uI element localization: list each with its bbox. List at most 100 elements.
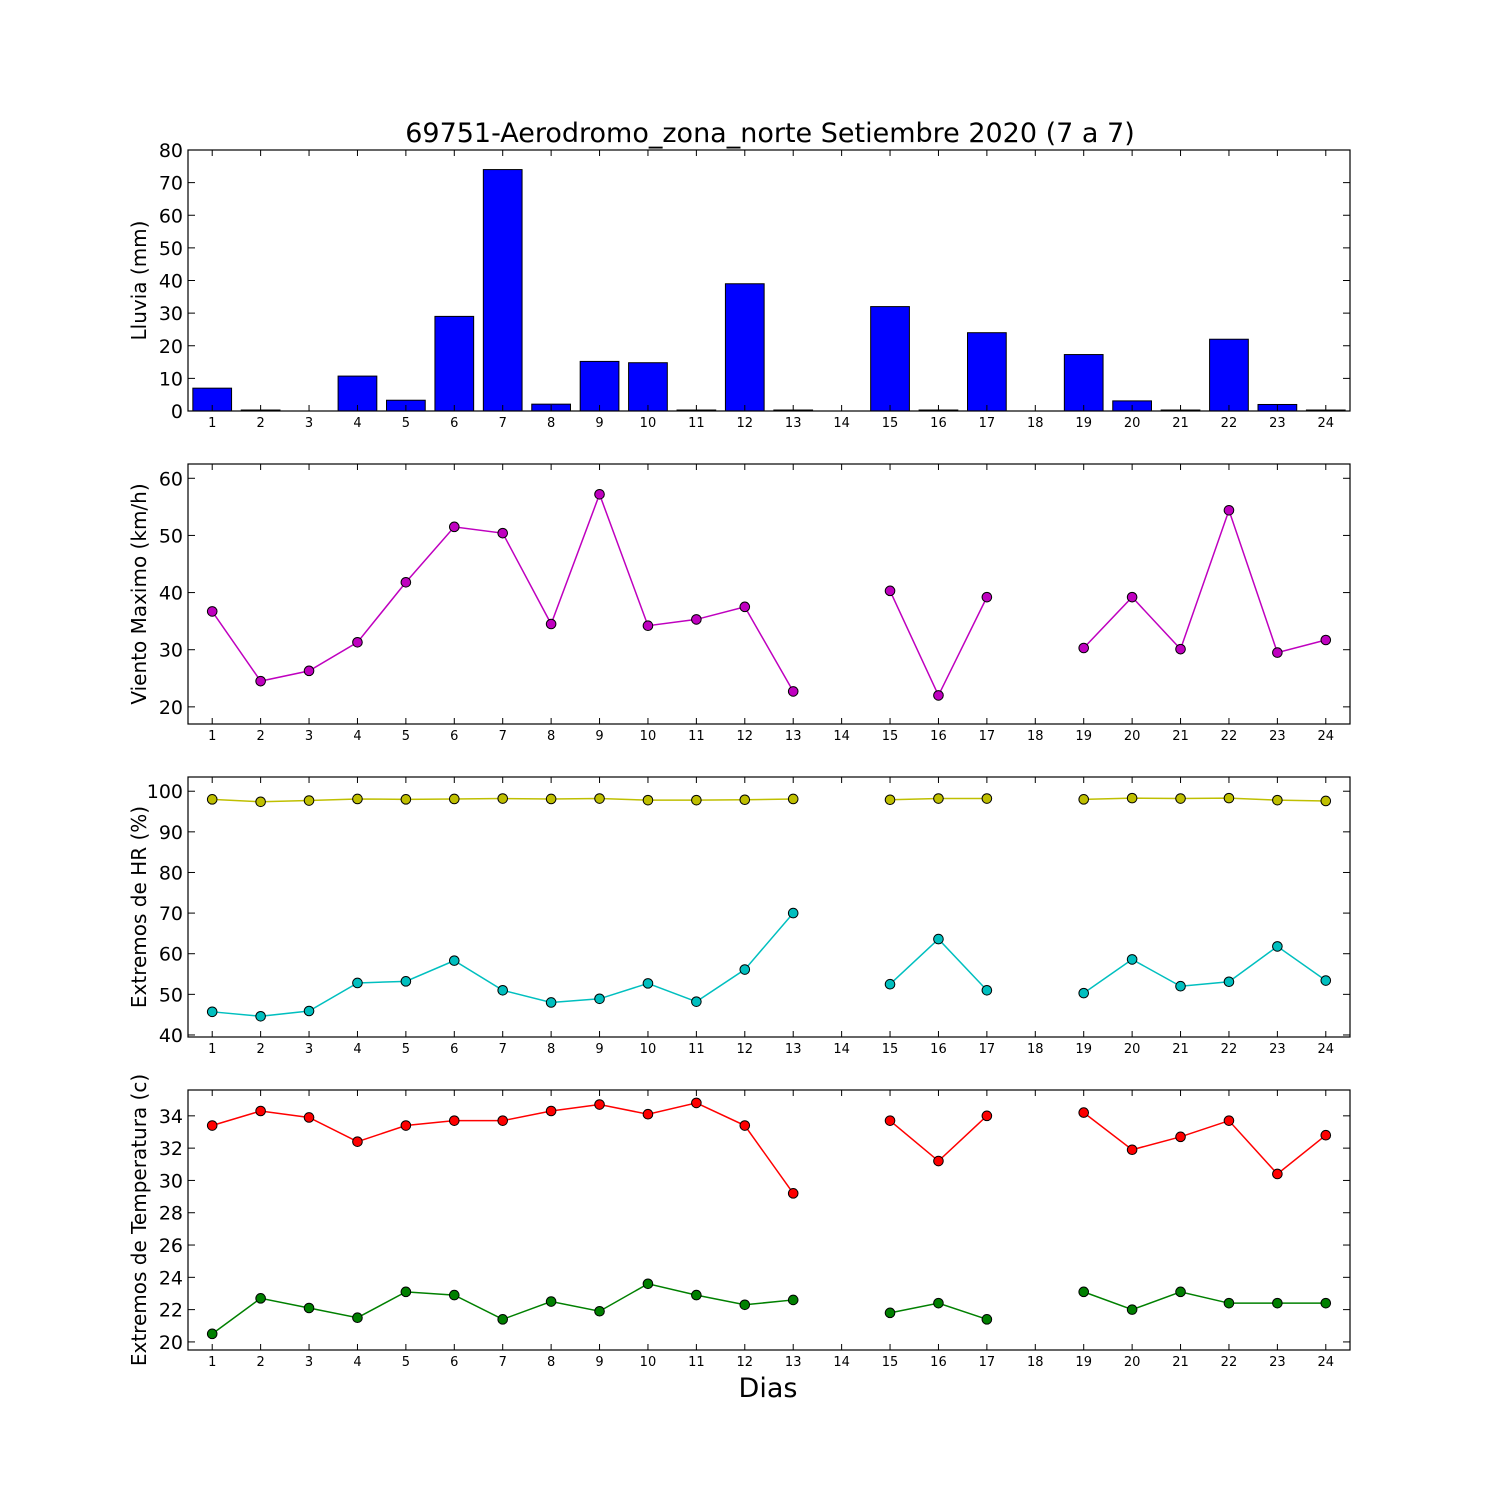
series-2-point-day-22 [1223,1297,1235,1309]
y-tick-label: 50 [159,238,183,260]
series-2-point-day-5 [400,976,412,987]
x-tick-label: 16 [930,1355,947,1370]
series-2-line-segment-3 [1083,1291,1326,1311]
y-tick-label: 40 [159,583,183,605]
series-1-point-day-24 [1320,795,1332,807]
x-tick-label: 1 [208,416,216,431]
y-tick-label: 30 [159,640,183,662]
x-tick-label: 20 [1124,1042,1141,1057]
x-tick-label: 7 [499,1042,507,1057]
y-tick-label: 60 [159,205,183,227]
x-tick-label: 15 [882,416,899,431]
y-tick-label: 30 [159,303,183,325]
x-tick-label: 7 [499,1355,507,1370]
series-2-point-day-6 [448,1289,460,1301]
bar-day-7 [482,169,523,412]
series-2-point-day-2 [255,1010,266,1022]
series-1-point-day-20 [1126,1144,1138,1156]
series-1-point-day-17 [981,1110,993,1122]
x-tick-label: 14 [833,416,850,431]
x-axis-label: Dias [739,1373,798,1404]
series-1-point-day-6 [448,793,460,805]
x-tick-label: 12 [737,1355,754,1370]
series-1-point-day-24 [1320,1129,1332,1141]
series-1-point-day-2 [255,796,266,808]
y-axis-label: Lluvia (mm) [127,221,151,341]
y-tick-label: 26 [159,1235,183,1257]
x-tick-label: 22 [1221,1042,1238,1057]
y-tick-label: 20 [159,336,183,358]
series-2-point-day-9 [594,1305,605,1317]
x-tick-label: 22 [1221,1355,1238,1370]
series-2-point-day-11 [691,1289,702,1301]
y-tick-label: 0 [171,401,183,423]
series-1-point-day-6 [448,1115,460,1126]
series-2-point-day-21 [1175,1286,1186,1298]
series-1-point-day-21 [1175,1131,1186,1143]
series-1-point-day-8 [545,1105,557,1117]
series-1-point-day-19 [1078,642,1090,654]
series-1-point-day-3 [303,1112,315,1123]
x-tick-label: 20 [1124,416,1141,431]
x-tick-label: 22 [1221,416,1238,431]
series-1-point-day-4 [352,793,363,805]
x-tick-label: 7 [499,416,507,431]
x-tick-label: 2 [256,729,264,744]
series-2-line-segment-3 [1083,945,1327,994]
series-2-point-day-11 [691,996,702,1007]
y-axis-label: Extremos de Temperatura (c) [127,1074,151,1366]
series-1-point-day-1 [206,606,218,617]
series-1-point-day-4 [352,636,363,648]
y-tick-label: 50 [159,984,183,1006]
series-2-point-day-23 [1272,1297,1283,1309]
series-2-point-day-3 [303,1302,315,1314]
series-1-point-day-8 [545,793,557,805]
x-tick-label: 6 [450,416,458,431]
series-2-point-day-3 [303,1005,315,1017]
series-1-point-day-20 [1126,591,1138,603]
x-tick-label: 11 [688,1355,705,1370]
x-tick-label: 23 [1269,1042,1286,1057]
series-1-point-day-7 [497,527,509,539]
x-tick-label: 1 [208,729,216,744]
y-tick-label: 10 [159,368,183,390]
x-tick-label: 5 [402,1042,410,1057]
series-1-point-day-16 [933,690,944,701]
series-1-point-day-2 [255,1105,266,1117]
x-tick-label: 16 [930,1042,947,1057]
x-tick-label: 17 [979,1355,996,1370]
series-1-point-day-12 [739,1120,751,1131]
series-2-point-day-5 [400,1286,412,1298]
series-2-point-day-16 [933,1297,944,1309]
x-tick-label: 15 [882,1042,899,1057]
series-1-point-day-5 [400,794,412,805]
y-axis-label: Extremos de HR (%) [127,806,151,1008]
x-tick-label: 18 [1027,416,1044,431]
series-2-point-day-4 [352,977,363,989]
series-1-point-day-13 [787,793,799,805]
x-tick-label: 19 [1075,416,1092,431]
x-tick-label: 9 [595,1042,603,1057]
series-1-line-segment-3 [1083,797,1326,802]
x-tick-label: 6 [450,1355,458,1370]
series-2-point-day-20 [1126,954,1138,965]
x-tick-label: 10 [640,416,657,431]
x-tick-label: 4 [353,1042,361,1057]
chart-title: 69751-Aerodromo_zona_norte Setiembre 202… [405,118,1135,149]
x-tick-label: 20 [1124,729,1141,744]
x-tick-label: 12 [737,416,754,431]
series-2-point-day-4 [352,1312,363,1323]
series-1-line-segment-3 [1083,1112,1327,1176]
x-tick-label: 16 [930,416,947,431]
bar-day-22 [1209,338,1249,412]
x-tick-label: 15 [882,729,899,744]
x-tick-label: 12 [737,1042,754,1057]
series-1-point-day-19 [1078,1107,1090,1118]
x-tick-label: 4 [353,729,361,744]
series-1-point-day-16 [933,1155,944,1167]
